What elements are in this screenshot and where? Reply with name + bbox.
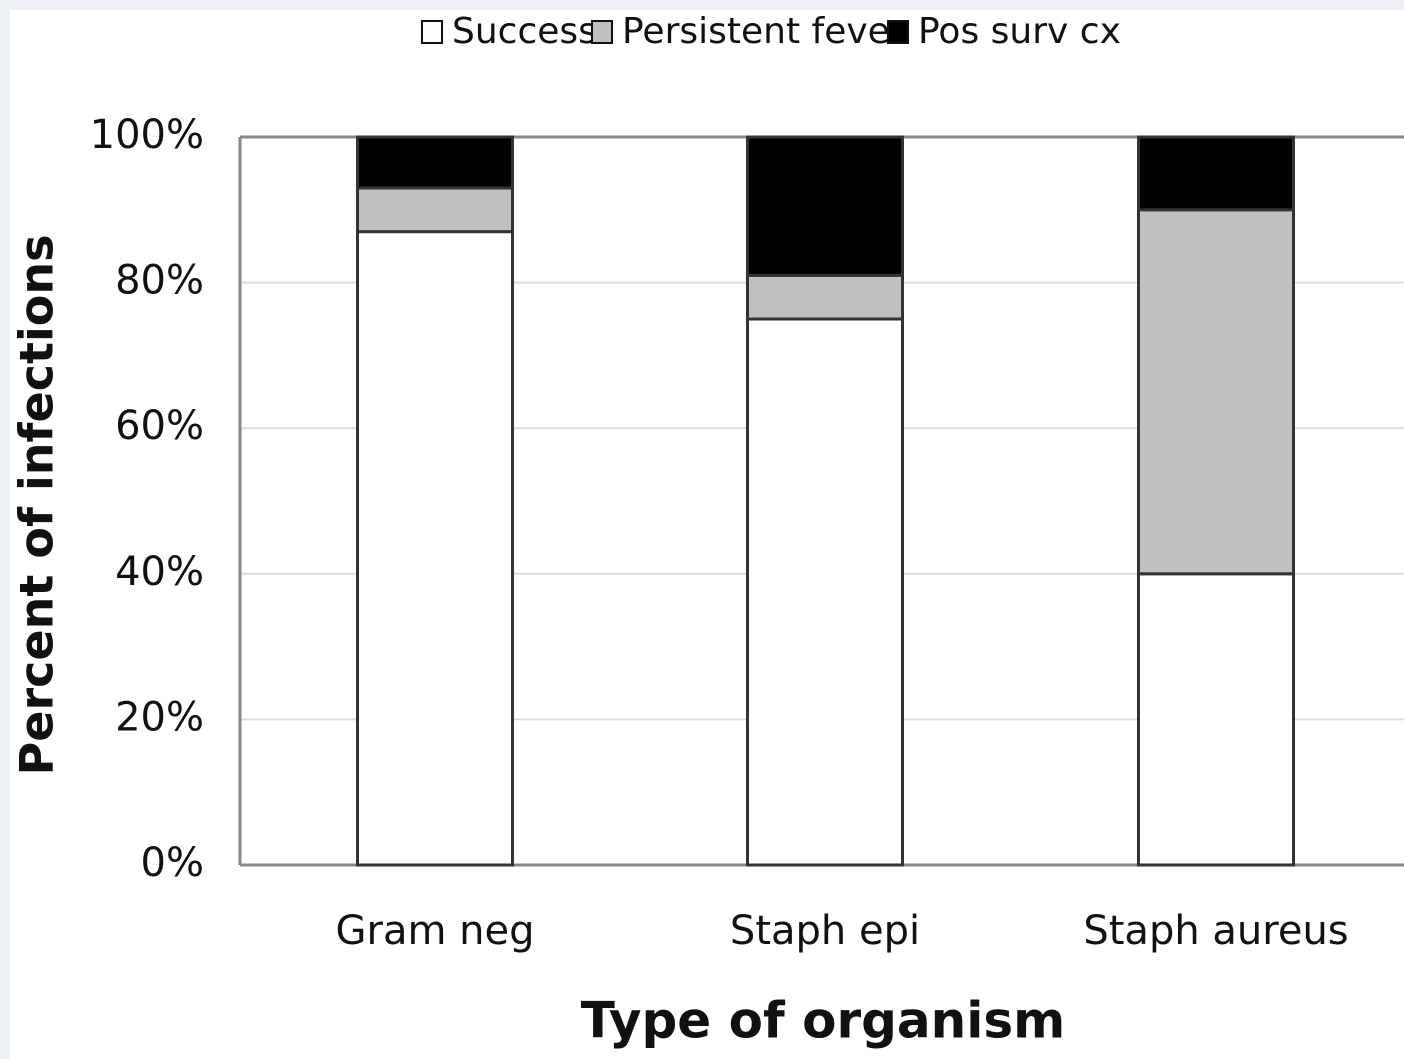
bar-segment: [746, 317, 904, 867]
y-tick-label: 60%: [115, 403, 204, 449]
legend-swatch: [421, 20, 443, 44]
left-edge: [0, 0, 10, 1059]
legend-label: Persistent fever: [622, 11, 905, 52]
bar-segment: [356, 135, 514, 190]
legend: Success Persistent fever Pos surv cx: [421, 11, 1121, 52]
y-tick-label: 80%: [115, 258, 204, 304]
legend-label: Success: [452, 11, 597, 52]
bar-segment: [746, 135, 904, 277]
x-tick-label: Staph aureus: [1083, 908, 1348, 954]
y-axis-title: Percent of infections: [10, 235, 64, 776]
legend-swatch: [887, 20, 909, 44]
y-tick-label: 0%: [141, 840, 204, 886]
bar-segment: [1137, 208, 1295, 576]
x-tick-label: Gram neg: [336, 908, 535, 954]
bar-segment: [1137, 135, 1295, 212]
bar-segment: [356, 230, 514, 867]
y-tick-label: 100%: [90, 112, 204, 158]
top-edge: [0, 0, 1404, 10]
bar-segment: [1137, 572, 1295, 867]
bar-segment: [356, 186, 514, 234]
y-tick-label: 20%: [115, 694, 204, 740]
bar-segment: [746, 273, 904, 321]
y-tick-label: 40%: [115, 549, 204, 595]
legend-swatch: [591, 20, 613, 44]
x-tick-label: Staph epi: [730, 908, 920, 954]
x-axis-title: Type of organism: [581, 992, 1066, 1050]
legend-label: Pos surv cx: [918, 11, 1121, 52]
